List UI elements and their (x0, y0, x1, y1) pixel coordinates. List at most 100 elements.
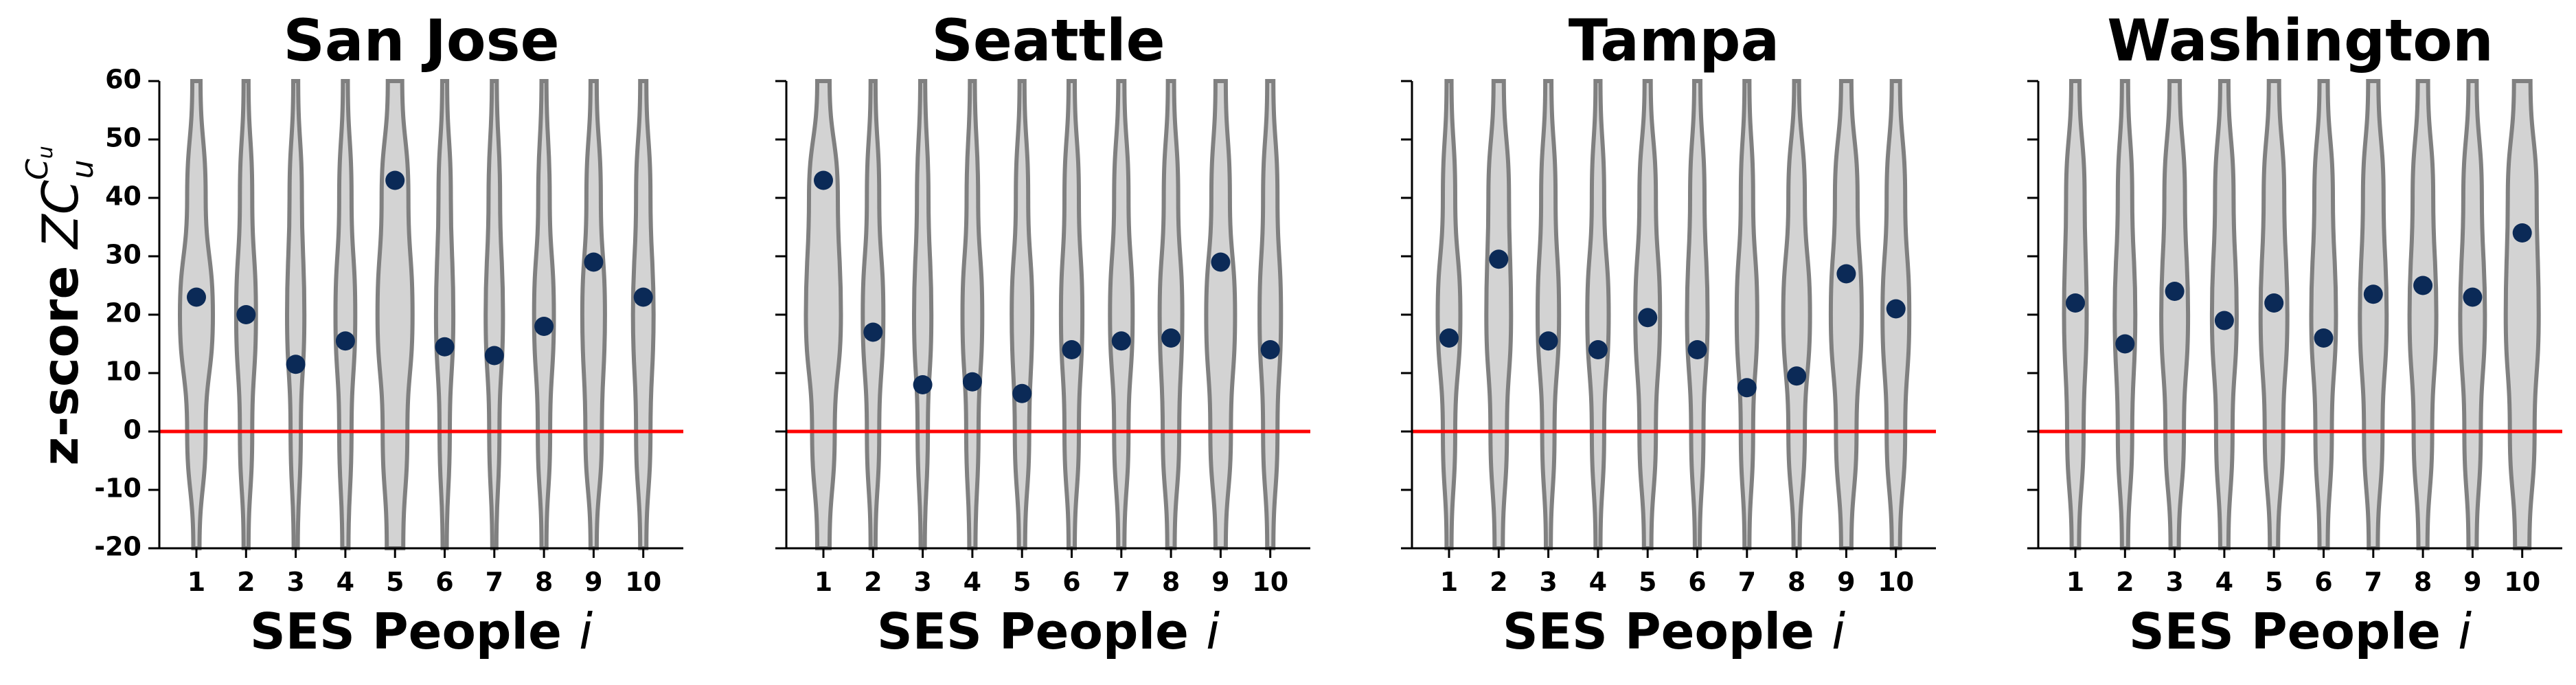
x-tick-label: 4 (964, 567, 981, 597)
violin-5 (2258, 79, 2290, 551)
x-tick-label: 9 (2463, 567, 2481, 597)
x-axis-label-symbol: i (1206, 603, 1220, 660)
data-point-1 (2066, 293, 2085, 313)
x-axis-label-text: SES People (1503, 603, 1832, 660)
data-point-9 (1836, 264, 1856, 284)
data-point-2 (236, 305, 256, 324)
data-point-6 (2314, 328, 2334, 348)
violin-6 (433, 79, 456, 551)
x-tick-label: 6 (1688, 567, 1706, 597)
data-point-8 (1787, 366, 1807, 386)
data-point-10 (633, 287, 653, 307)
panel-title: Washington (2107, 7, 2494, 74)
violin-10 (630, 79, 656, 551)
x-axis-label-text: SES People (877, 603, 1206, 660)
violin-1 (177, 79, 216, 551)
violin-4 (333, 79, 358, 551)
x-tick-label: 8 (1162, 567, 1180, 597)
violin-4 (1585, 79, 1611, 551)
data-point-10 (2512, 223, 2532, 243)
data-point-7 (1111, 331, 1131, 351)
x-tick-label: 3 (1539, 567, 1557, 597)
violin-3 (2159, 79, 2191, 551)
x-tick-label: 7 (1113, 567, 1130, 597)
violin-3 (1535, 79, 1562, 551)
y-tick-label: 50 (105, 123, 141, 153)
panel-title: Tampa (1569, 7, 1780, 74)
data-point-5 (2264, 293, 2284, 313)
data-point-2 (863, 322, 883, 342)
data-point-2 (2115, 334, 2135, 354)
violin-9 (580, 79, 607, 551)
y-tick-label: 0 (124, 415, 141, 445)
violin-5 (1010, 79, 1035, 551)
data-point-9 (584, 252, 604, 272)
violin-6 (1058, 79, 1085, 551)
data-point-8 (1161, 328, 1181, 348)
x-tick-label: 6 (2314, 567, 2332, 597)
data-point-4 (2214, 311, 2234, 330)
x-tick-label: 7 (1738, 567, 1756, 597)
x-tick-label: 9 (1211, 567, 1229, 597)
y-tick-label: 40 (105, 181, 141, 212)
data-point-9 (1211, 252, 1231, 272)
violin-7 (1734, 79, 1759, 551)
x-tick-label: 3 (286, 567, 304, 597)
x-tick-label: 9 (584, 567, 602, 597)
data-point-5 (1012, 383, 1032, 403)
data-point-4 (1588, 340, 1608, 359)
data-point-4 (962, 372, 982, 392)
x-axis-label-text: SES People (250, 603, 579, 660)
x-tick-label: 10 (625, 567, 661, 597)
violin-3 (284, 79, 307, 551)
violin-9 (1828, 79, 1864, 551)
data-point-1 (814, 170, 833, 190)
data-point-6 (435, 337, 455, 357)
x-tick-label: 2 (1490, 567, 1507, 597)
x-tick-label: 4 (1589, 567, 1607, 597)
panel-2: 1 2 3 4 5 6 7 8 9 10 Tampa SES People i (1401, 7, 1936, 660)
violin-8 (2407, 79, 2439, 551)
panel-1: 1 2 3 4 5 6 7 8 9 10 Seattle SES People i (775, 7, 1310, 660)
x-tick-label: 2 (237, 567, 255, 597)
x-axis-label-text: SES People (2129, 603, 2458, 660)
violin-2 (2112, 79, 2138, 551)
x-tick-label: 6 (435, 567, 453, 597)
x-tick-label: 9 (1837, 567, 1855, 597)
x-axis-label: SES People i (877, 603, 1220, 660)
data-point-3 (286, 355, 306, 374)
violin-9 (2458, 79, 2487, 551)
data-point-7 (1737, 378, 1757, 398)
data-point-7 (2363, 284, 2383, 304)
data-point-3 (913, 375, 933, 394)
y-tick-label: -10 (94, 473, 141, 504)
x-tick-label: 10 (1878, 567, 1914, 597)
x-tick-label: 8 (2414, 567, 2432, 597)
x-tick-label: 8 (1788, 567, 1805, 597)
x-axis-label-symbol: i (1832, 603, 1845, 660)
violin-1 (1435, 79, 1463, 551)
violin-6 (2309, 79, 2338, 551)
x-tick-label: 2 (2116, 567, 2134, 597)
y-tick-label: 60 (105, 65, 141, 95)
violin-10 (1257, 79, 1284, 551)
panel-title: San Jose (283, 7, 559, 74)
data-point-8 (2413, 276, 2433, 295)
x-tick-label: 3 (913, 567, 931, 597)
violin-10 (2503, 79, 2541, 551)
x-tick-label: 5 (2265, 567, 2283, 597)
x-axis-label: SES People i (1503, 603, 1845, 660)
x-tick-label: 4 (337, 567, 354, 597)
violin-8 (532, 79, 556, 551)
violin-7 (1108, 79, 1135, 551)
data-point-3 (2165, 282, 2185, 301)
violin-5 (375, 79, 415, 551)
data-point-1 (1439, 328, 1459, 348)
violin-7 (2358, 79, 2389, 551)
violin-1 (803, 79, 843, 551)
violin-2 (860, 79, 886, 551)
data-point-4 (335, 331, 355, 351)
violin-8 (1157, 79, 1185, 551)
x-tick-label: 2 (864, 567, 882, 597)
